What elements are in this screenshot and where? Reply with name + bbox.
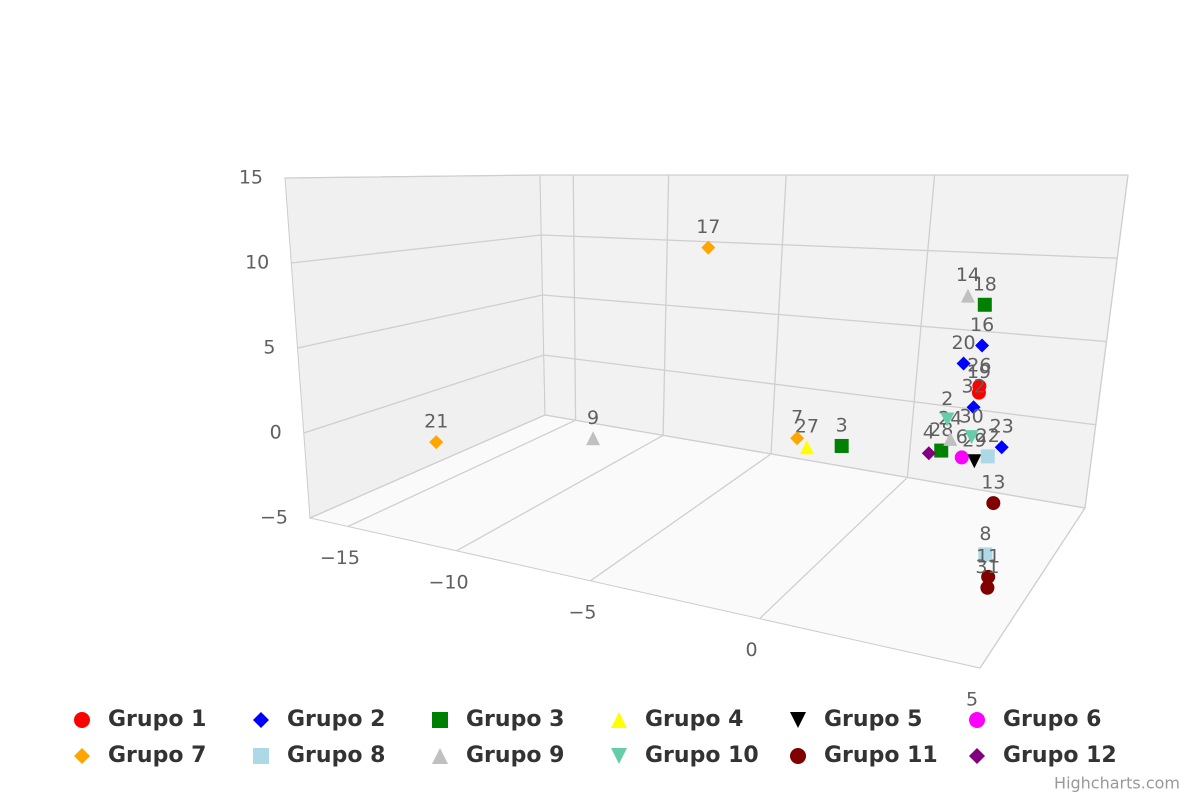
x-tick-label: −5	[568, 601, 596, 623]
data-label: 17	[696, 216, 720, 238]
data-label: 9	[587, 407, 599, 429]
data-point	[975, 338, 990, 353]
legend-label[interactable]: Grupo 3	[466, 707, 564, 732]
data-label: 23	[990, 416, 1014, 438]
legend-symbol	[74, 748, 90, 764]
x-tick-label: 0	[746, 639, 758, 661]
x-tick-label: −15	[320, 547, 360, 569]
legend-symbol	[611, 712, 627, 728]
data-label: 19	[967, 361, 991, 383]
data-label: 13	[981, 472, 1005, 494]
legend-symbol	[969, 748, 985, 764]
data-point	[980, 449, 995, 464]
y-tick-label: 0	[270, 422, 282, 444]
legend-label[interactable]: Grupo 4	[645, 707, 743, 732]
grid-line	[284, 174, 1128, 179]
legend-symbol	[74, 712, 90, 728]
data-point	[701, 240, 716, 255]
data-label: 27	[795, 416, 819, 438]
data-label: 30	[960, 406, 984, 428]
legend-symbol	[253, 712, 269, 728]
data-point	[790, 431, 805, 446]
grid-line	[456, 174, 670, 552]
data-label: 7	[791, 407, 803, 429]
data-point	[977, 297, 992, 312]
grid-line	[759, 174, 936, 620]
legend-label[interactable]: Grupo 7	[108, 743, 206, 768]
data-label: 3	[836, 414, 848, 436]
data-label: 14	[956, 264, 980, 286]
data-point	[967, 454, 982, 469]
data-label: 26	[967, 355, 991, 377]
data-point	[834, 438, 849, 453]
grid-line	[979, 174, 1129, 669]
data-point	[972, 379, 987, 394]
grid-line	[590, 174, 787, 582]
legend-label[interactable]: Grupo 8	[287, 743, 385, 768]
data-label: 16	[970, 314, 994, 336]
y-tick-label: 10	[245, 252, 269, 274]
data-point	[921, 446, 936, 461]
data-label: 22	[976, 425, 1000, 447]
data-point	[586, 431, 601, 446]
grid-line	[297, 294, 1107, 349]
data-label: 20	[951, 332, 975, 354]
legend-label[interactable]: Grupo 5	[824, 707, 922, 732]
legend-label[interactable]: Grupo 1	[108, 707, 206, 732]
data-point	[954, 450, 969, 465]
data-point	[429, 435, 444, 450]
grid-line	[309, 414, 1086, 519]
legend-label[interactable]: Grupo 2	[287, 707, 385, 732]
data-point	[994, 440, 1009, 455]
legend-symbol	[432, 748, 448, 764]
data-point	[934, 443, 949, 458]
data-point	[966, 400, 981, 415]
data-point	[980, 580, 995, 595]
data-point	[960, 288, 975, 303]
grid-line	[347, 174, 577, 528]
data-point	[956, 356, 971, 371]
legend-symbol	[790, 748, 806, 764]
data-label: 6	[956, 426, 968, 448]
data-point	[943, 431, 958, 446]
data-label: 21	[424, 411, 448, 433]
data-label: 11	[976, 545, 1000, 567]
legend-label[interactable]: Grupo 11	[824, 743, 938, 768]
credits[interactable]: Highcharts.com	[1054, 774, 1180, 793]
data-label: 32	[962, 376, 986, 398]
legend-symbol	[432, 712, 448, 728]
x-tick-label: 5	[966, 689, 978, 711]
data-point	[799, 440, 814, 455]
legend-label[interactable]: Grupo 9	[466, 743, 564, 768]
grid-line	[303, 354, 1096, 434]
x-tick-label: −10	[429, 571, 469, 593]
legend-symbol	[253, 748, 269, 764]
legend-label[interactable]: Grupo 6	[1003, 707, 1101, 732]
legend-symbol	[611, 748, 627, 764]
data-point	[978, 547, 993, 562]
data-point	[940, 412, 955, 427]
legend-symbol	[790, 712, 806, 728]
data-point	[986, 496, 1001, 511]
data-label: 18	[973, 273, 997, 295]
data-label: 31	[975, 556, 999, 578]
data-point	[964, 430, 979, 445]
data-label: 2	[941, 388, 953, 410]
data-label: 4	[923, 422, 935, 444]
y-tick-label: 5	[263, 337, 275, 359]
grid-line	[291, 234, 1118, 264]
legend-label[interactable]: Grupo 12	[1003, 743, 1117, 768]
data-label: 8	[979, 523, 991, 545]
y-tick-label: 15	[239, 167, 263, 189]
legend-symbol	[969, 712, 985, 728]
legend-label[interactable]: Grupo 10	[645, 743, 759, 768]
data-point	[981, 569, 996, 584]
y-tick-label: −5	[260, 507, 288, 529]
